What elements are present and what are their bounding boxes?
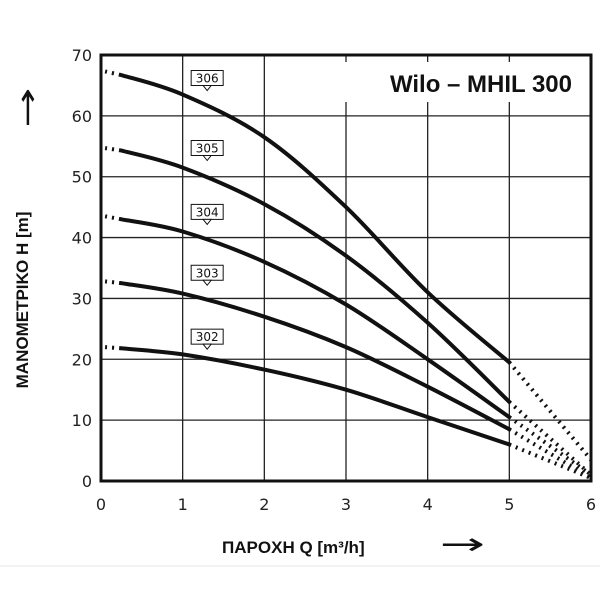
series-tag-305: 305 [190, 140, 224, 162]
series-tag-303: 303 [190, 264, 224, 287]
y-tick-label: 40 [72, 229, 92, 248]
x-tick-label: 6 [586, 495, 596, 514]
x-tick-label: 2 [259, 495, 269, 514]
y-tick-label: 60 [72, 107, 92, 126]
series-tag-pointer [202, 218, 213, 226]
series-304-start-dotted [104, 214, 122, 222]
x-tick-label: 5 [504, 495, 514, 514]
x-tick-label: 4 [423, 495, 433, 514]
series-303-end-dotted [508, 427, 593, 480]
series-306-start-dotted [104, 69, 122, 78]
series-302-line [119, 346, 512, 447]
series-303-start-dotted [104, 279, 122, 286]
x-axis-title: ΠΑΡΟΧΗ Q [m³/h] [222, 538, 365, 557]
series-305-end-dotted [507, 400, 593, 477]
y-tick-labels: 0 10 20 30 40 50 60 70 [72, 46, 92, 491]
series-tag-label: 305 [196, 142, 219, 156]
y-tick-label: 20 [72, 350, 92, 369]
plot-frame [99, 53, 593, 483]
series-tag-pointer [202, 343, 213, 350]
y-axis-arrow: ↑ [15, 82, 40, 137]
series-tags: 306 305 304 303 302 [190, 70, 224, 350]
series-tag-label: 302 [196, 330, 219, 344]
series-304-line [119, 217, 512, 420]
series-tag-304: 304 [190, 203, 224, 226]
series-303-line [119, 281, 512, 432]
series-304-end-dotted [508, 415, 593, 477]
title-background [345, 62, 583, 102]
series-tag-label: 306 [196, 72, 219, 86]
series-305-start-dotted [104, 146, 122, 153]
series-tag-pointer [202, 279, 213, 287]
x-tick-label: 0 [96, 495, 106, 514]
y-tick-label: 0 [82, 472, 92, 491]
series-tag-pointer [202, 155, 213, 162]
y-tick-label: 50 [72, 168, 92, 187]
grid-lines [100, 54, 592, 482]
series-tag-label: 303 [196, 266, 219, 280]
x-axis-arrow: → [440, 527, 485, 562]
series-tag-label: 304 [196, 205, 219, 219]
x-tick-label: 1 [178, 495, 188, 514]
series-tag-302: 302 [190, 328, 224, 350]
series-tag-pointer [202, 85, 213, 92]
series-302-end-dotted [508, 442, 592, 480]
series-306-line [119, 73, 512, 365]
series-lines [104, 69, 593, 480]
y-tick-label: 70 [72, 46, 92, 65]
chart-title: Wilo – MHIL 300 [390, 71, 572, 98]
y-axis-title: ΜΑΝΟΜΕΤΡΙΚΟ Η [m] [13, 212, 32, 389]
series-tag-306: 306 [190, 70, 224, 92]
y-tick-label: 30 [72, 289, 92, 308]
series-302-start-dotted [104, 345, 122, 351]
x-tick-labels: 0 1 2 3 4 5 6 [96, 495, 596, 514]
series-306-end-dotted [507, 361, 593, 461]
y-tick-label: 10 [72, 411, 92, 430]
series-305-line [119, 148, 512, 404]
x-tick-label: 3 [341, 495, 351, 514]
